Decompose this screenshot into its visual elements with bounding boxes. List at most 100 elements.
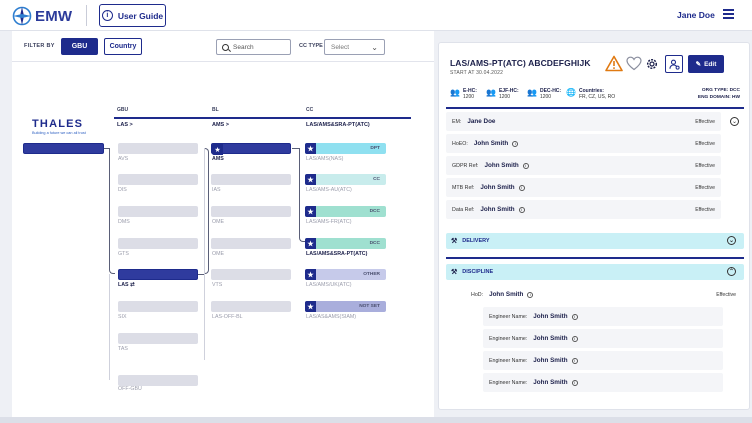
role-row-mtb: MTB Ref: John Smith i Effective bbox=[446, 178, 721, 197]
bl-node[interactable] bbox=[211, 174, 291, 185]
info-icon[interactable]: i bbox=[571, 379, 578, 386]
info-icon[interactable]: i bbox=[527, 291, 534, 298]
star-icon: ★ bbox=[305, 143, 316, 154]
cc-selection[interactable]: LAS/AMS&SRA-PT(ATC) bbox=[306, 122, 370, 128]
info-icon[interactable]: i bbox=[518, 184, 525, 191]
engineer-name[interactable]: John Smith bbox=[533, 335, 568, 342]
cc-node[interactable]: ★ DPT bbox=[305, 143, 386, 154]
bl-node-selected[interactable]: ★ bbox=[211, 143, 291, 155]
stat-label: DEC-HC: bbox=[539, 88, 562, 94]
gbu-node[interactable] bbox=[118, 174, 198, 185]
user-guide-button[interactable]: i User Guide bbox=[99, 4, 166, 27]
user-guide-label: User Guide bbox=[117, 10, 164, 21]
user-name[interactable]: Jane Doe bbox=[677, 10, 715, 20]
gbu-node[interactable] bbox=[118, 143, 198, 154]
role-name[interactable]: John Smith bbox=[473, 140, 509, 147]
filter-country-button[interactable]: Country bbox=[104, 38, 142, 55]
section-rule bbox=[446, 257, 744, 259]
discipline-section-header[interactable]: ⚒ DISCIPLINE ⌃ bbox=[446, 264, 744, 280]
cc-node-selected[interactable]: ★ DCC bbox=[305, 238, 386, 249]
gbu-node[interactable] bbox=[118, 333, 198, 344]
chevron-down-icon[interactable]: ⌄ bbox=[730, 117, 739, 126]
role-key: GDPR Ref: bbox=[452, 162, 479, 169]
column-rule bbox=[114, 117, 411, 119]
cc-node[interactable]: ★ OTHER bbox=[305, 269, 386, 280]
role-name[interactable]: John Smith bbox=[484, 162, 519, 169]
column-header-bl: BL bbox=[212, 107, 219, 113]
app-logo[interactable]: EMW bbox=[12, 6, 72, 26]
info-icon[interactable]: i bbox=[518, 206, 525, 213]
manage-users-button[interactable] bbox=[665, 55, 683, 73]
gbu-node-label: DMS bbox=[118, 219, 130, 225]
role-name[interactable]: John Smith bbox=[489, 291, 524, 298]
stat-dec-hc: 👥 DEC-HC: 1200 bbox=[527, 88, 561, 100]
chevron-down-icon: ⌄ bbox=[371, 43, 378, 52]
search-placeholder: Search bbox=[233, 43, 254, 51]
bl-node[interactable] bbox=[211, 206, 291, 217]
brand-tagline: Building a future we can all trust bbox=[32, 131, 86, 135]
bl-node-label: OME bbox=[212, 251, 225, 257]
cc-node[interactable]: ★ CC bbox=[305, 174, 386, 185]
bl-node[interactable] bbox=[211, 238, 291, 249]
bl-selection[interactable]: AMS > bbox=[212, 122, 229, 128]
info-icon[interactable]: i bbox=[571, 313, 578, 320]
gbu-node[interactable] bbox=[118, 238, 198, 249]
bl-node[interactable] bbox=[211, 269, 291, 280]
cc-node-badge: DCC bbox=[369, 209, 380, 214]
gear-icon[interactable] bbox=[645, 57, 659, 71]
engineer-row: Engineer Name: John Smith i bbox=[483, 373, 723, 392]
stat-label: E-HC: bbox=[462, 88, 477, 94]
gbu-node[interactable] bbox=[118, 375, 198, 386]
gbu-node[interactable] bbox=[118, 301, 198, 312]
org-tree-panel: FILTER BY GBU Country Search CC TYPE Sel… bbox=[12, 31, 434, 423]
filter-gbu-button[interactable]: GBU bbox=[61, 38, 98, 55]
engineer-name[interactable]: John Smith bbox=[533, 313, 568, 320]
star-icon: ★ bbox=[305, 206, 316, 217]
star-icon: ★ bbox=[305, 174, 316, 185]
user-settings-icon bbox=[668, 59, 680, 70]
warning-icon[interactable] bbox=[605, 55, 623, 72]
info-icon[interactable]: i bbox=[522, 162, 529, 169]
brand-name: THALES bbox=[32, 118, 84, 130]
info-icon[interactable]: i bbox=[512, 140, 519, 147]
role-status: Effective bbox=[695, 184, 715, 191]
gbu-selection[interactable]: LAS > bbox=[117, 122, 133, 128]
filter-by-label: FILTER BY bbox=[24, 43, 55, 49]
info-icon[interactable]: i bbox=[571, 335, 578, 342]
tools-icon: ⚒ bbox=[451, 238, 458, 245]
root-node[interactable] bbox=[23, 143, 104, 154]
role-key: HoD: bbox=[471, 291, 484, 298]
org-type: ORG TYPE: DCC bbox=[701, 88, 740, 93]
info-icon[interactable]: i bbox=[571, 357, 578, 364]
search-input[interactable]: Search bbox=[216, 39, 291, 55]
role-name[interactable]: John Smith bbox=[480, 206, 515, 213]
chevron-up-icon[interactable]: ⌃ bbox=[727, 267, 736, 276]
gbu-node[interactable] bbox=[118, 206, 198, 217]
globe-icon: 🌐 bbox=[566, 88, 576, 97]
cc-node-label: LAS/AS&AMS(SIAM) bbox=[306, 314, 357, 320]
heart-icon[interactable] bbox=[626, 56, 642, 71]
cc-node[interactable]: ★ DCC bbox=[305, 206, 386, 217]
pencil-icon: ✎ bbox=[695, 61, 702, 68]
engineer-key: Engineer Name: bbox=[489, 313, 528, 320]
delivery-section-header[interactable]: ⚒ DELIVERY ⌄ bbox=[446, 233, 744, 249]
chevron-down-icon[interactable]: ⌄ bbox=[727, 236, 736, 245]
connector bbox=[204, 148, 210, 360]
bottom-bar bbox=[0, 417, 752, 423]
engineer-name[interactable]: John Smith bbox=[533, 357, 568, 364]
hamburger-menu-icon[interactable] bbox=[723, 9, 734, 19]
role-name[interactable]: John Smith bbox=[480, 184, 515, 191]
role-row-em: EM: Jane Doe Effective ⌄ bbox=[446, 112, 739, 131]
org-info: ORG TYPE: DCC ENG DOMAIN: HW bbox=[698, 88, 740, 101]
engineer-name[interactable]: John Smith bbox=[533, 379, 568, 386]
star-icon: ★ bbox=[305, 301, 316, 312]
cc-node[interactable]: ★ NOT SET bbox=[305, 301, 386, 312]
role-name[interactable]: Jane Doe bbox=[467, 118, 496, 125]
bl-node[interactable] bbox=[211, 301, 291, 312]
cc-type-select[interactable]: Select ⌄ bbox=[324, 39, 385, 55]
gbu-node-selected[interactable] bbox=[118, 269, 198, 280]
edit-button[interactable]: ✎ Edit bbox=[688, 55, 724, 73]
eng-domain: ENG DOMAIN: HW bbox=[697, 94, 740, 100]
engineer-row: Engineer Name: John Smith i bbox=[483, 351, 723, 370]
stat-label: EJF-HC: bbox=[498, 88, 519, 94]
